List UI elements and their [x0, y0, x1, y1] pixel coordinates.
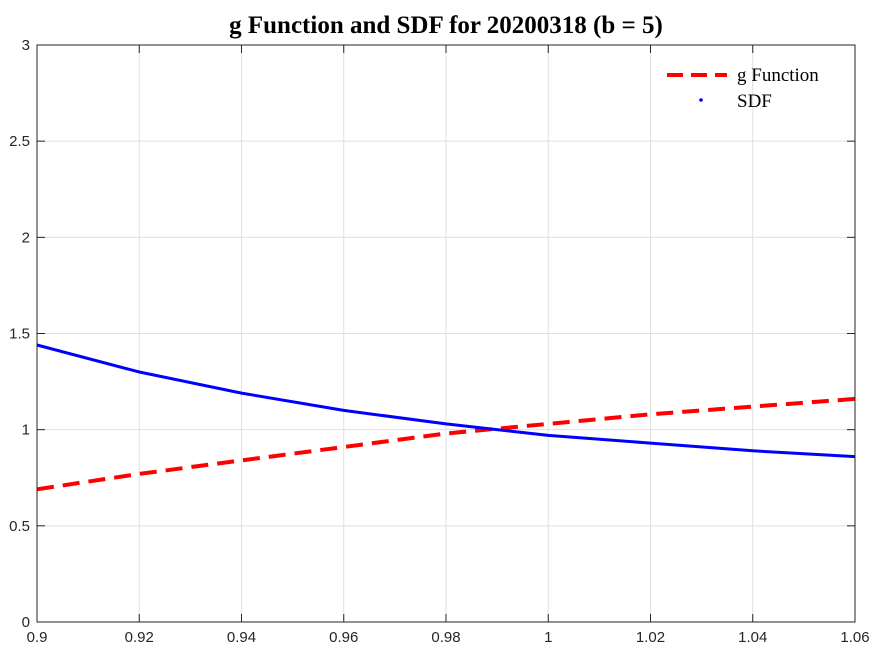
y-tick-label: 1 — [22, 422, 30, 439]
y-tick-label: 2.5 — [9, 133, 30, 150]
y-tick-label: 0 — [22, 614, 30, 631]
y-tick-label: 2 — [22, 229, 30, 246]
x-tick-label: 1 — [544, 629, 552, 646]
x-tick-label: 1.06 — [840, 629, 869, 646]
x-tick-label: 0.96 — [329, 629, 358, 646]
y-tick-label: 0.5 — [9, 518, 30, 535]
y-tick-label: 1.5 — [9, 326, 30, 343]
x-tick-label: 0.94 — [227, 629, 256, 646]
legend-sdf-swatch — [699, 98, 703, 102]
x-tick-label: 0.98 — [431, 629, 460, 646]
x-tick-label: 0.9 — [27, 629, 48, 646]
legend-g-function-label: g Function — [737, 65, 819, 86]
legend-sdf-label: SDF — [737, 91, 772, 112]
sdf-line — [36, 343, 856, 459]
series-layer — [36, 343, 856, 492]
chart-title: g Function and SDF for 20200318 (b = 5) — [229, 12, 663, 39]
x-tick-label: 0.92 — [125, 629, 154, 646]
x-tick-label: 1.04 — [738, 629, 767, 646]
x-tick-label: 1.02 — [636, 629, 665, 646]
g-function-line — [36, 396, 856, 492]
ticks: 0.9 0.92 0.94 0.96 0.98 1 1.02 1.04 1.06 0 0.5 1 1.5… — [9, 37, 869, 646]
y-tick-label: 3 — [22, 37, 30, 54]
legend: g Function SDF — [667, 65, 819, 112]
